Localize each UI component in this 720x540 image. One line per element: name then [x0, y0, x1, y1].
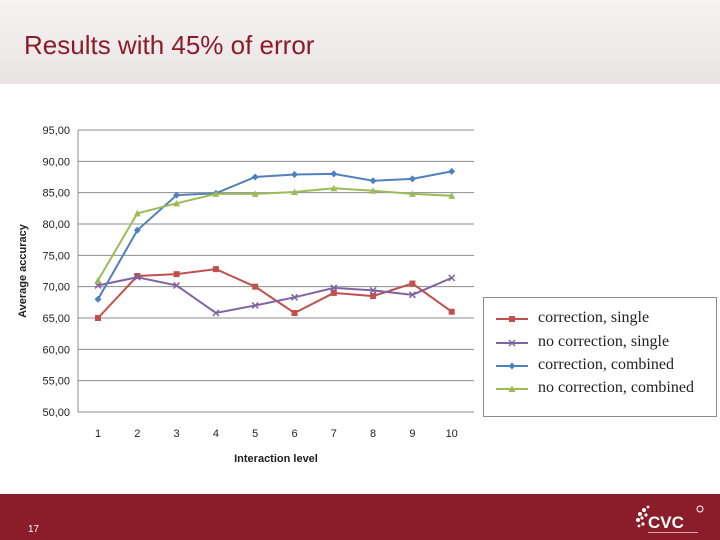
series-line — [97, 276, 453, 315]
data-point — [408, 291, 416, 299]
data-point — [251, 190, 259, 197]
legend-item: correction, combined — [484, 355, 716, 377]
y-tick-label: 80,00 — [42, 219, 70, 231]
data-point — [134, 273, 141, 280]
chart-legend: correction, single no correction, single… — [483, 297, 717, 417]
data-point — [173, 191, 181, 199]
legend-label: no correction, combined — [538, 379, 694, 396]
data-point — [94, 281, 102, 289]
x-tick-label: 4 — [213, 428, 219, 440]
data-point — [408, 175, 416, 183]
series-4 — [94, 184, 456, 284]
x-tick-label: 9 — [409, 428, 415, 440]
data-point — [369, 177, 377, 185]
x-tick-label: 1 — [95, 428, 101, 440]
y-tick-label: 60,00 — [42, 344, 70, 356]
data-point — [212, 309, 220, 317]
y-tick-label: 55,00 — [42, 376, 70, 388]
data-point — [173, 281, 181, 289]
line-chart: 50,00 55,00 60,00 65,00 70,00 75,00 80,00 85,00… — [7, 111, 485, 465]
series-line — [97, 170, 452, 300]
x-tick-label: 10 — [446, 428, 458, 440]
data-point — [291, 188, 298, 196]
slide-header: Results with 45% of error — [0, 0, 720, 84]
legend-swatch — [496, 362, 528, 370]
data-point — [330, 184, 338, 192]
y-tick-label: 95,00 — [42, 125, 70, 137]
y-tick-label: 70,00 — [42, 282, 70, 294]
series-line — [97, 268, 453, 319]
page-number: 17 — [28, 524, 40, 535]
series-2 — [94, 273, 456, 317]
legend-label: correction, single — [538, 309, 650, 326]
data-point — [330, 284, 338, 292]
data-point — [252, 283, 259, 290]
x-tick-label: 3 — [174, 428, 180, 440]
legend-item: no correction, single — [484, 332, 716, 354]
data-point — [212, 190, 220, 197]
legend-swatch — [496, 339, 528, 347]
data-point — [251, 173, 259, 181]
data-point — [291, 170, 298, 178]
series-line — [97, 187, 452, 281]
legend-marker — [509, 316, 515, 322]
y-tick-label: 50,00 — [42, 407, 70, 419]
data-point — [369, 187, 377, 194]
legend-swatch — [496, 316, 528, 322]
legend-marker — [508, 339, 516, 347]
y-axis-title: Average accuracy — [17, 223, 29, 318]
slide-title: Results with 45% of error — [24, 30, 315, 60]
legend-item: correction, single — [484, 308, 716, 330]
x-axis-title: Interaction level — [234, 453, 318, 465]
legend-swatch — [496, 385, 528, 392]
data-point — [448, 308, 455, 315]
y-tick-label: 90,00 — [42, 156, 70, 168]
data-point — [94, 295, 102, 303]
data-point — [448, 192, 456, 199]
y-tick-label: 75,00 — [42, 250, 70, 262]
data-point — [173, 271, 180, 278]
y-tick-label: 85,00 — [42, 188, 70, 200]
legend-label: no correction, single — [538, 333, 670, 350]
data-point — [95, 315, 101, 321]
data-point — [409, 280, 416, 287]
legend-label: correction, combined — [538, 356, 674, 373]
slide-footer: 17 CVC — [0, 494, 720, 540]
data-point — [330, 289, 337, 296]
data-point — [133, 226, 141, 234]
data-point — [94, 276, 102, 284]
data-point — [291, 309, 298, 316]
data-point — [370, 293, 377, 300]
x-tick-label: 7 — [331, 428, 337, 440]
data-point — [290, 293, 299, 301]
legend-marker — [508, 362, 516, 370]
x-tick-label: 2 — [134, 428, 140, 440]
data-point — [369, 286, 377, 294]
legend-marker — [508, 385, 516, 392]
data-point — [133, 273, 141, 281]
x-tick-label: 8 — [370, 428, 376, 440]
data-point — [212, 266, 219, 273]
x-tick-label: 6 — [291, 428, 297, 440]
data-point — [133, 209, 141, 217]
data-point — [330, 170, 338, 178]
x-tick-label: 5 — [252, 428, 258, 440]
series-1 — [95, 266, 455, 321]
cvc-logo-icon: CVC — [636, 505, 704, 533]
data-point — [448, 167, 456, 175]
logo-text: CVC — [648, 513, 684, 532]
data-point — [251, 301, 259, 309]
data-point — [173, 199, 181, 207]
y-tick-label: 65,00 — [42, 313, 70, 325]
data-point — [448, 274, 456, 282]
legend-item: no correction, combined — [484, 378, 716, 400]
data-point — [408, 190, 416, 197]
